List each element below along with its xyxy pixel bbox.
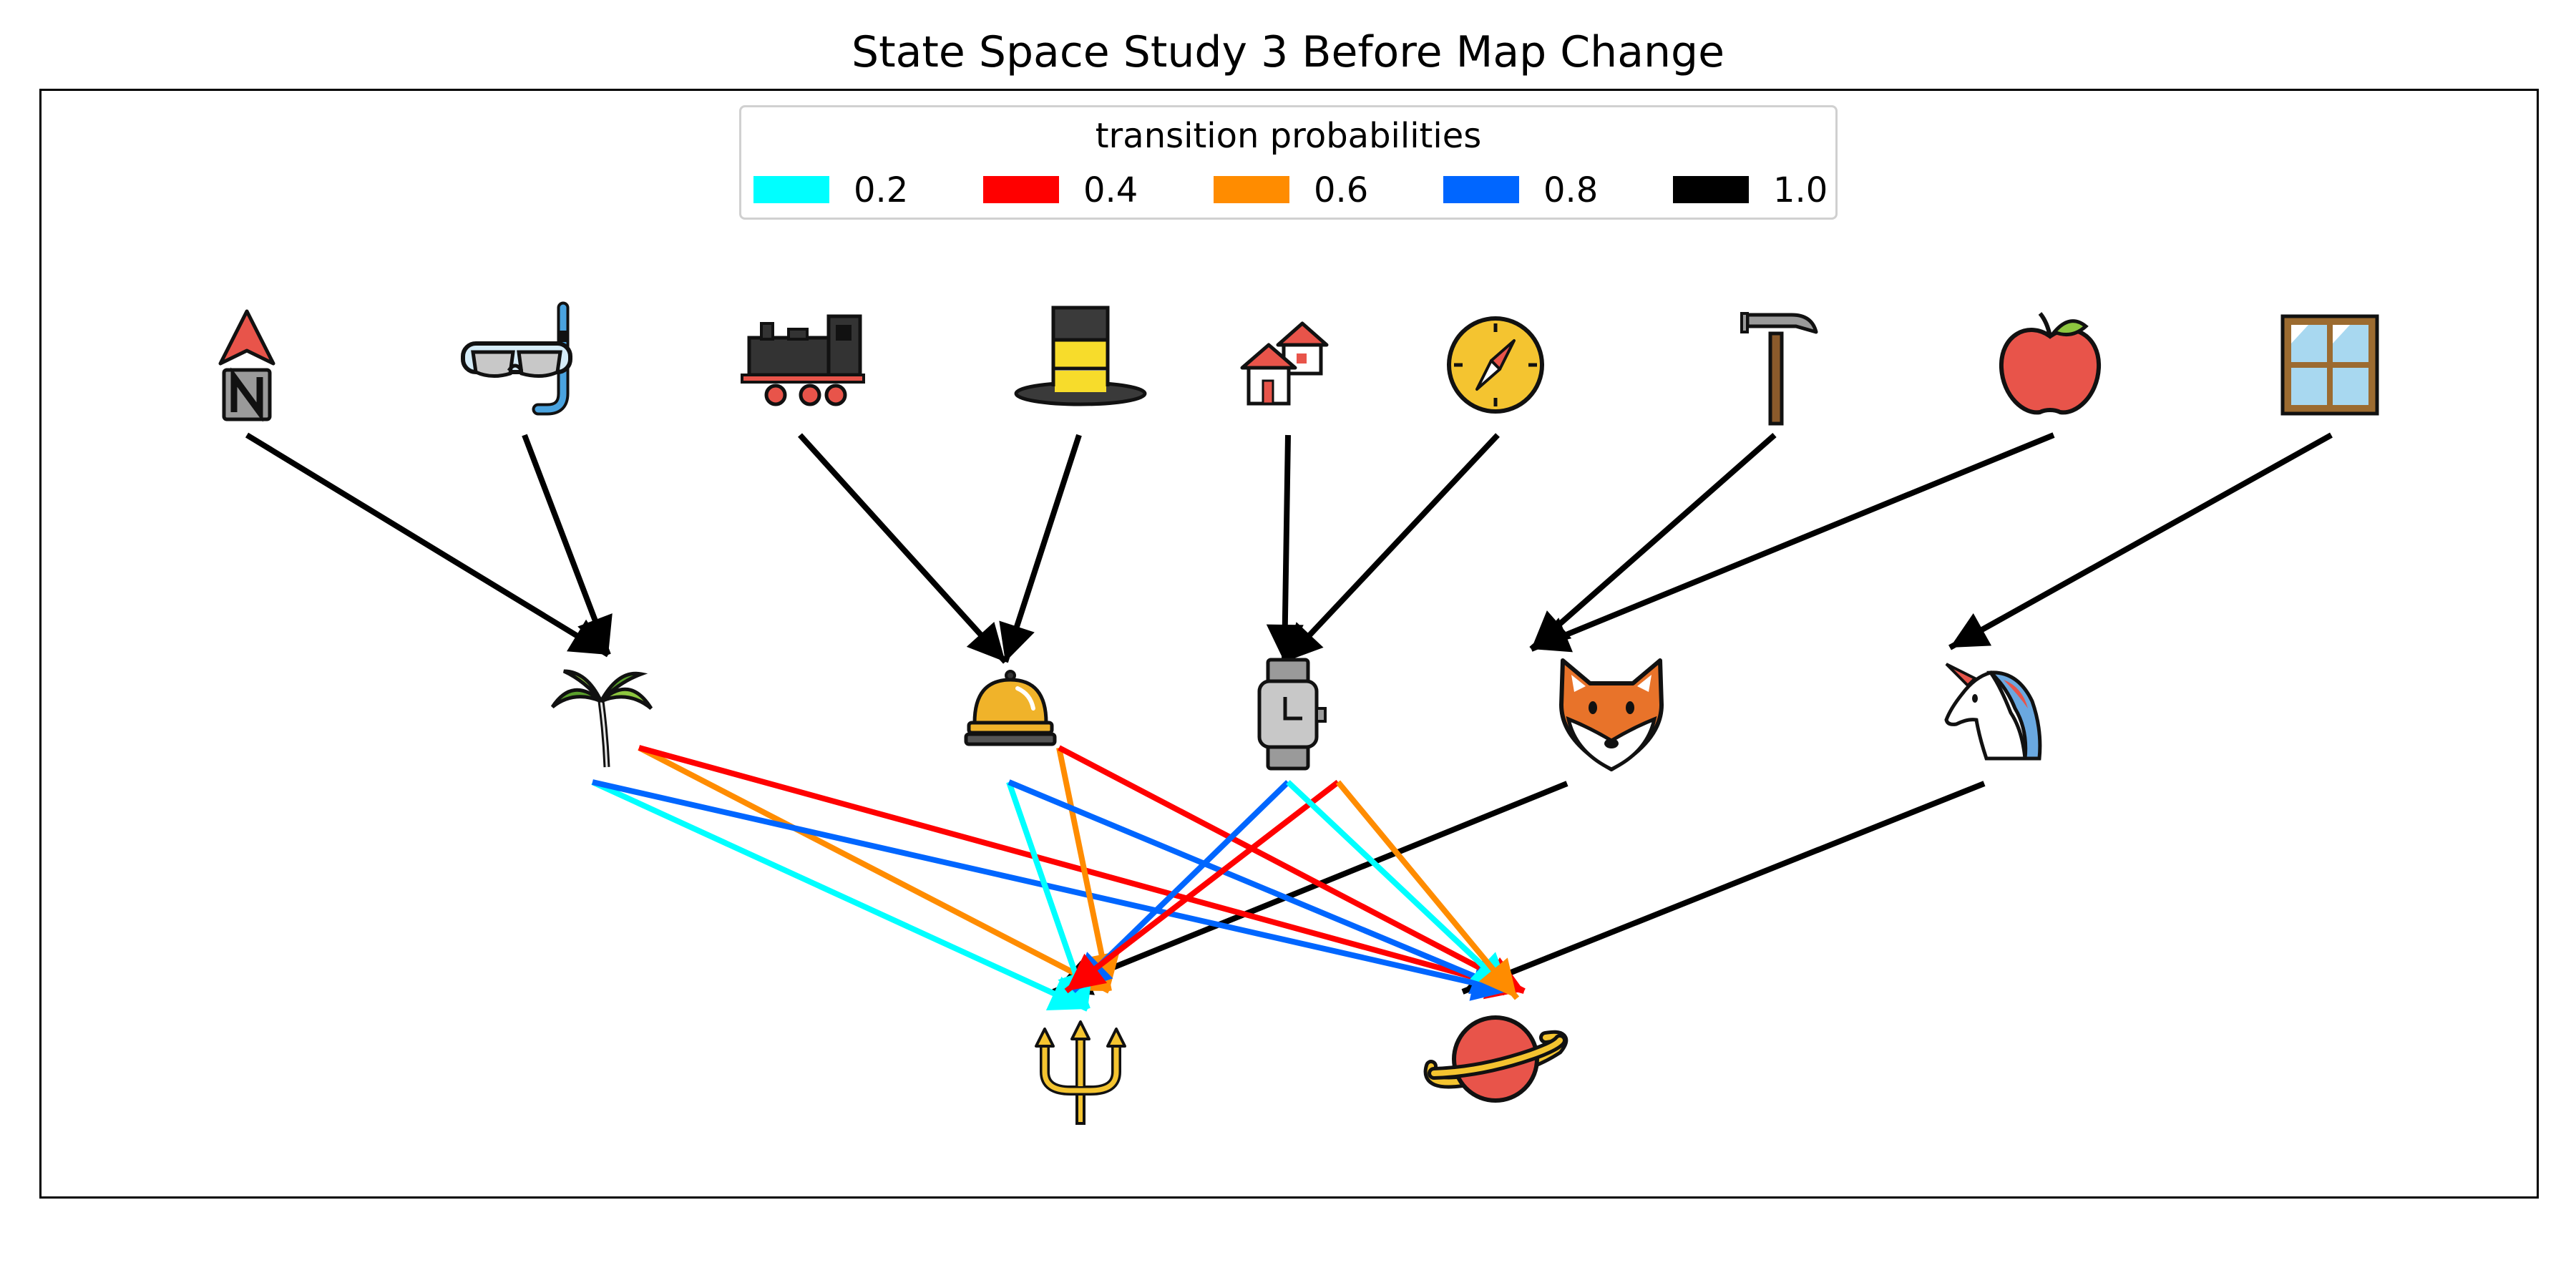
- legend-swatch: [983, 176, 1059, 203]
- top-hat-icon: [1014, 306, 1147, 406]
- edge-window-to-unicorn: [1948, 432, 2333, 650]
- edge-unicorn-to-ringed-planet: [1461, 781, 1986, 995]
- snorkel-mask-icon: [461, 301, 572, 416]
- edge-north-arrow-to-palm-tree: [245, 432, 610, 658]
- edge-wristwatch-to-ringed-planet: [1335, 780, 1520, 1000]
- chart-title: State Space Study 3 Before Map Change: [851, 27, 1724, 77]
- hammer-icon: [1740, 312, 1818, 426]
- locomotive-icon: [741, 314, 865, 406]
- legend: transition probabilities 0.2 0.4 0.6 0.8 1.0: [739, 105, 1838, 220]
- legend-swatch: [1673, 176, 1749, 203]
- apple-icon: [1999, 312, 2102, 415]
- edge-apple-to-fox: [1530, 432, 2055, 653]
- window-icon: [2280, 314, 2379, 416]
- legend-label: 0.6: [1314, 170, 1369, 210]
- unicorn-icon: [1944, 663, 2042, 761]
- legend-title: transition probabilities: [1095, 116, 1482, 156]
- ringed-planet-icon: [1423, 1015, 1568, 1103]
- edge-compass-to-wristwatch: [1282, 433, 1500, 664]
- legend-label: 0.8: [1543, 170, 1599, 210]
- wristwatch-icon: [1257, 658, 1327, 771]
- edge-palm-tree-to-ringed-planet: [592, 779, 1511, 1001]
- fox-icon: [1559, 658, 1664, 771]
- trident-icon: [1035, 1020, 1126, 1125]
- bellhop-bell-icon: [964, 670, 1057, 746]
- plot-frame: [39, 89, 2539, 1199]
- palm-tree-icon: [550, 669, 653, 768]
- edge-layer: [245, 432, 2333, 1012]
- legend-label: 1.0: [1773, 170, 1828, 210]
- north-arrow-icon: [218, 309, 275, 422]
- houses-icon: [1240, 321, 1329, 406]
- compass-icon: [1447, 316, 1544, 414]
- edge-wristwatch-to-trident: [1064, 779, 1340, 994]
- edge-top-hat-to-bellhop-bell: [999, 434, 1082, 663]
- legend-swatch: [1214, 176, 1289, 203]
- edge-hammer-to-fox: [1529, 432, 1777, 652]
- edge-palm-tree-to-trident: [591, 779, 1089, 1012]
- legend-label: 0.2: [854, 170, 909, 210]
- legend-label: 0.4: [1083, 170, 1138, 210]
- edge-locomotive-to-bellhop-bell: [798, 433, 1008, 664]
- edge-snorkel-mask-to-palm-tree: [522, 434, 613, 656]
- legend-swatch: [753, 176, 829, 203]
- legend-swatch: [1443, 176, 1519, 203]
